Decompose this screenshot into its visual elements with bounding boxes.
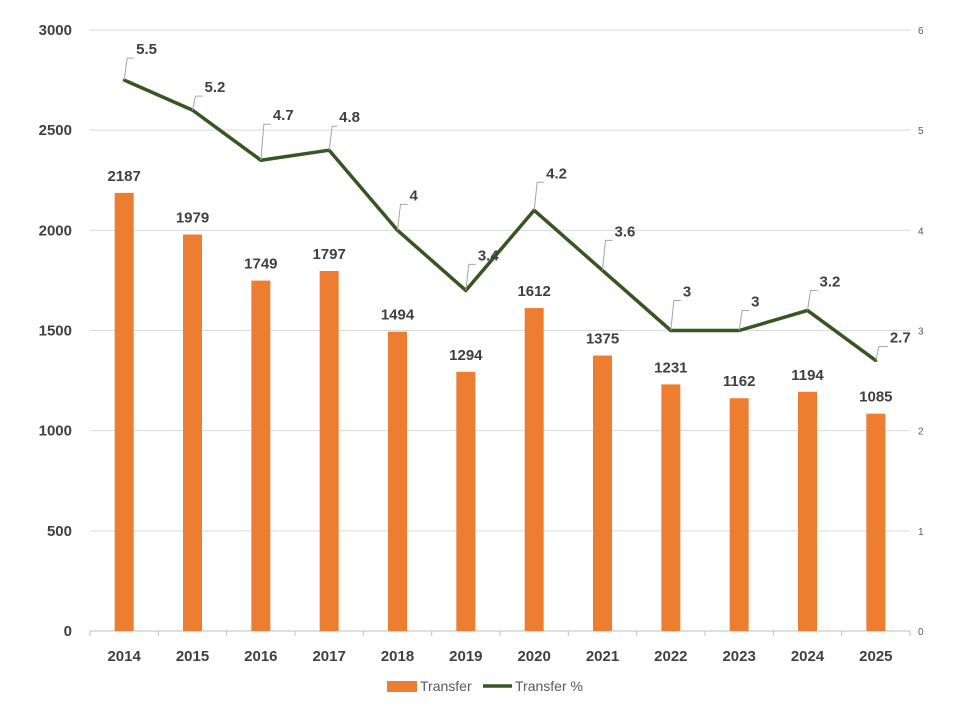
- leader-line: [807, 289, 818, 311]
- legend-label-transfer: Transfer: [420, 678, 472, 694]
- left-tick-label: 2500: [39, 122, 72, 139]
- line-series-transfer-pct: [122, 78, 878, 363]
- right-tick-label: 3: [918, 327, 924, 338]
- line-value-label: 3.6: [615, 223, 636, 240]
- bar-value-label: 1797: [312, 246, 345, 263]
- line-value-label: 5.5: [136, 41, 157, 58]
- bar-data-labels: 2187 1979 1749 1797 1494 1294 1612 1375 1231 1162…: [107, 168, 892, 406]
- bar-2024: [798, 391, 817, 631]
- left-tick-label: 500: [47, 523, 72, 540]
- line-value-label: 4.8: [339, 109, 360, 126]
- x-tick-label: 2021: [586, 648, 619, 665]
- bar-value-label: 1749: [244, 256, 277, 273]
- x-tick-label: 2015: [176, 648, 209, 665]
- leader-line: [465, 263, 476, 291]
- leader-line: [123, 57, 135, 81]
- leader-line: [602, 239, 613, 271]
- legend: Transfer Transfer %: [387, 678, 583, 694]
- x-tick-label: 2023: [722, 648, 755, 665]
- x-tick-label: 2019: [449, 648, 482, 665]
- left-tick-label: 0: [64, 623, 72, 640]
- leader-line: [670, 300, 681, 331]
- line-value-label: 4: [410, 187, 419, 204]
- line-value-label: 4.2: [546, 165, 567, 182]
- line-value-label: 4.7: [273, 107, 294, 124]
- right-axis: 0 1 2 3 4 5 6: [918, 26, 924, 638]
- line-path: [123, 78, 877, 362]
- x-axis: 2014 2015 2016 2017 2018 2019 2020 2021 2022 2023…: [89, 631, 911, 665]
- x-tick-label: 2014: [107, 648, 141, 665]
- line-value-label: 2.7: [890, 330, 911, 347]
- bar-value-label: 1494: [381, 307, 415, 324]
- x-tick-label: 2025: [859, 648, 892, 665]
- x-tick-label: 2017: [312, 648, 345, 665]
- x-tick-label: 2018: [381, 648, 414, 665]
- line-value-label: 3.2: [820, 273, 841, 290]
- right-tick-label: 4: [918, 226, 924, 237]
- bar-2018: [388, 331, 407, 631]
- bar-value-label: 1085: [859, 389, 892, 406]
- bar-2019: [456, 371, 476, 631]
- x-tick-label: 2022: [654, 648, 687, 665]
- right-tick-label: 0: [918, 627, 924, 638]
- leader-line: [260, 123, 271, 161]
- leader-line: [328, 125, 338, 151]
- bar-value-label: 1979: [176, 210, 209, 227]
- line-value-label: 3: [683, 284, 691, 301]
- right-tick-label: 5: [918, 126, 924, 137]
- bar-series-transfer: [114, 192, 886, 631]
- bar-2017: [319, 271, 339, 631]
- bar-value-label: 1231: [654, 359, 687, 376]
- bar-2016: [251, 280, 271, 631]
- bar-2014: [114, 192, 134, 631]
- legend-swatch-transfer: [387, 681, 417, 692]
- line-value-label: 5.2: [205, 79, 226, 96]
- left-tick-label: 2000: [39, 222, 72, 239]
- bar-2022: [661, 384, 681, 631]
- gridlines: [90, 29, 910, 632]
- line-value-label: 3.4: [478, 247, 500, 264]
- bar-value-label: 1294: [449, 347, 483, 364]
- line-value-label: 3: [751, 294, 759, 311]
- x-tick-label: 2016: [244, 648, 277, 665]
- leader-line: [875, 346, 888, 361]
- leader-line: [397, 203, 408, 231]
- left-tick-label: 1500: [39, 323, 72, 340]
- right-tick-label: 2: [918, 427, 924, 438]
- bar-2021: [593, 355, 612, 631]
- bar-value-label: 1375: [586, 331, 619, 348]
- x-tick-label: 2024: [791, 648, 825, 665]
- left-tick-label: 3000: [39, 22, 72, 39]
- leader-line: [192, 95, 203, 111]
- bar-2020: [524, 308, 544, 631]
- right-tick-label: 6: [918, 26, 924, 37]
- legend-label-transfer-pct: Transfer %: [515, 678, 583, 694]
- bar-value-label: 1612: [517, 283, 550, 300]
- bar-value-label: 2187: [107, 168, 140, 185]
- right-tick-label: 1: [918, 527, 924, 538]
- left-tick-label: 1000: [39, 423, 72, 440]
- bar-2023: [729, 398, 749, 631]
- line-data-labels: 5.5 5.2 4.7 4.8 4 3.4 4.2 3.6 3 3 3.2 2.7: [123, 41, 911, 361]
- left-axis: 0 500 1000 1500 2000 2500 3000: [39, 22, 72, 640]
- bar-2025: [866, 413, 886, 631]
- bar-2015: [183, 234, 202, 631]
- leader-line: [738, 310, 750, 331]
- bar-value-label: 1162: [723, 373, 756, 390]
- bar-value-label: 1194: [791, 367, 824, 384]
- leader-line: [533, 181, 545, 211]
- x-tick-label: 2020: [517, 648, 550, 665]
